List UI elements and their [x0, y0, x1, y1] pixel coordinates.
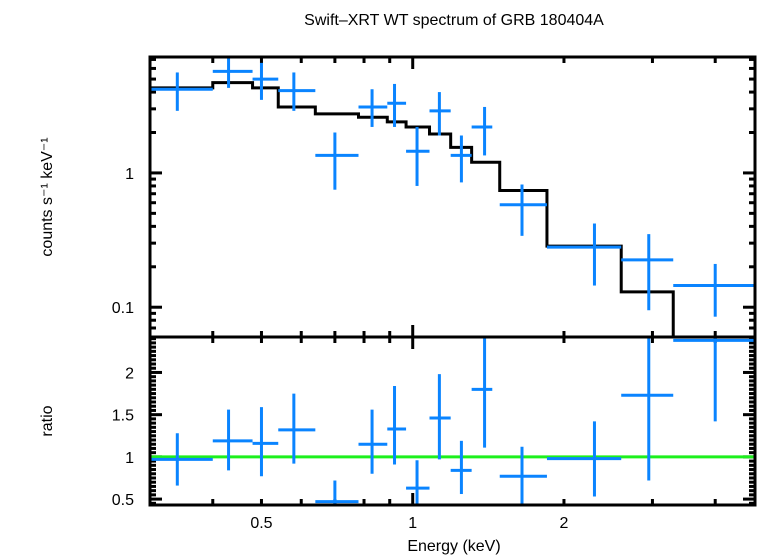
data-point — [429, 374, 451, 460]
data-point — [150, 433, 213, 486]
y-tick-label: 0.5 — [112, 492, 134, 509]
data-point — [450, 440, 472, 495]
data-point — [429, 92, 451, 136]
x-tick-label: 0.5 — [250, 515, 272, 532]
data-point — [546, 223, 622, 286]
x-tick-label: 1 — [408, 515, 417, 532]
spectrum-frame — [148, 55, 757, 339]
data-point — [406, 126, 430, 186]
data-point — [150, 72, 213, 111]
y-tick-label: 1.5 — [112, 408, 134, 425]
spectrum-y-axis-label: counts s⁻¹ keV⁻¹ — [39, 137, 56, 256]
data-point — [252, 407, 279, 477]
spectrum-ticks — [148, 57, 755, 339]
ratio-y-axis-label: ratio — [39, 405, 56, 436]
y-tick-label: 0.1 — [112, 300, 134, 317]
ratio-y-tick-labels: 0.5 1 1.5 2 — [112, 365, 134, 509]
data-point — [315, 132, 359, 190]
spectrum-data-points — [150, 57, 755, 317]
x-axis-label: Energy (keV) — [407, 538, 500, 555]
data-point — [278, 393, 316, 464]
x-tick-label: 2 — [560, 515, 569, 532]
ratio-data-points — [150, 337, 755, 505]
data-point — [499, 446, 547, 505]
data-point — [499, 184, 547, 236]
ratio-ticks — [148, 337, 755, 505]
data-point — [621, 337, 674, 481]
data-point — [406, 460, 430, 505]
data-point — [358, 409, 388, 474]
data-point — [673, 337, 755, 422]
y-tick-label: 1 — [125, 450, 134, 467]
data-point — [673, 263, 755, 317]
data-point — [450, 135, 472, 183]
data-point — [387, 83, 407, 127]
data-point — [387, 385, 407, 465]
data-point — [212, 409, 253, 471]
data-point — [358, 89, 388, 127]
data-point — [278, 72, 316, 111]
data-point — [621, 234, 674, 311]
data-point — [212, 57, 253, 88]
spectrum-y-tick-labels: 0.11 — [112, 166, 134, 317]
data-point — [252, 62, 279, 100]
model-step-line — [150, 81, 755, 339]
data-point — [546, 421, 622, 497]
y-tick-label: 1 — [125, 166, 134, 183]
data-point — [315, 480, 359, 505]
ratio-frame — [148, 335, 757, 507]
data-point — [471, 106, 493, 156]
spectrum-panel: 0.11 counts s⁻¹ keV⁻¹ — [39, 55, 757, 339]
ratio-x-tick-labels: 0.5 1 2 — [250, 515, 568, 532]
data-point — [471, 337, 493, 448]
ratio-panel: 0.5 1 1.5 2 0.5 1 2 ratio Energy (keV) — [39, 335, 757, 555]
y-tick-label: 2 — [125, 365, 134, 382]
chart-title: Swift–XRT WT spectrum of GRB 180404A — [304, 12, 604, 29]
